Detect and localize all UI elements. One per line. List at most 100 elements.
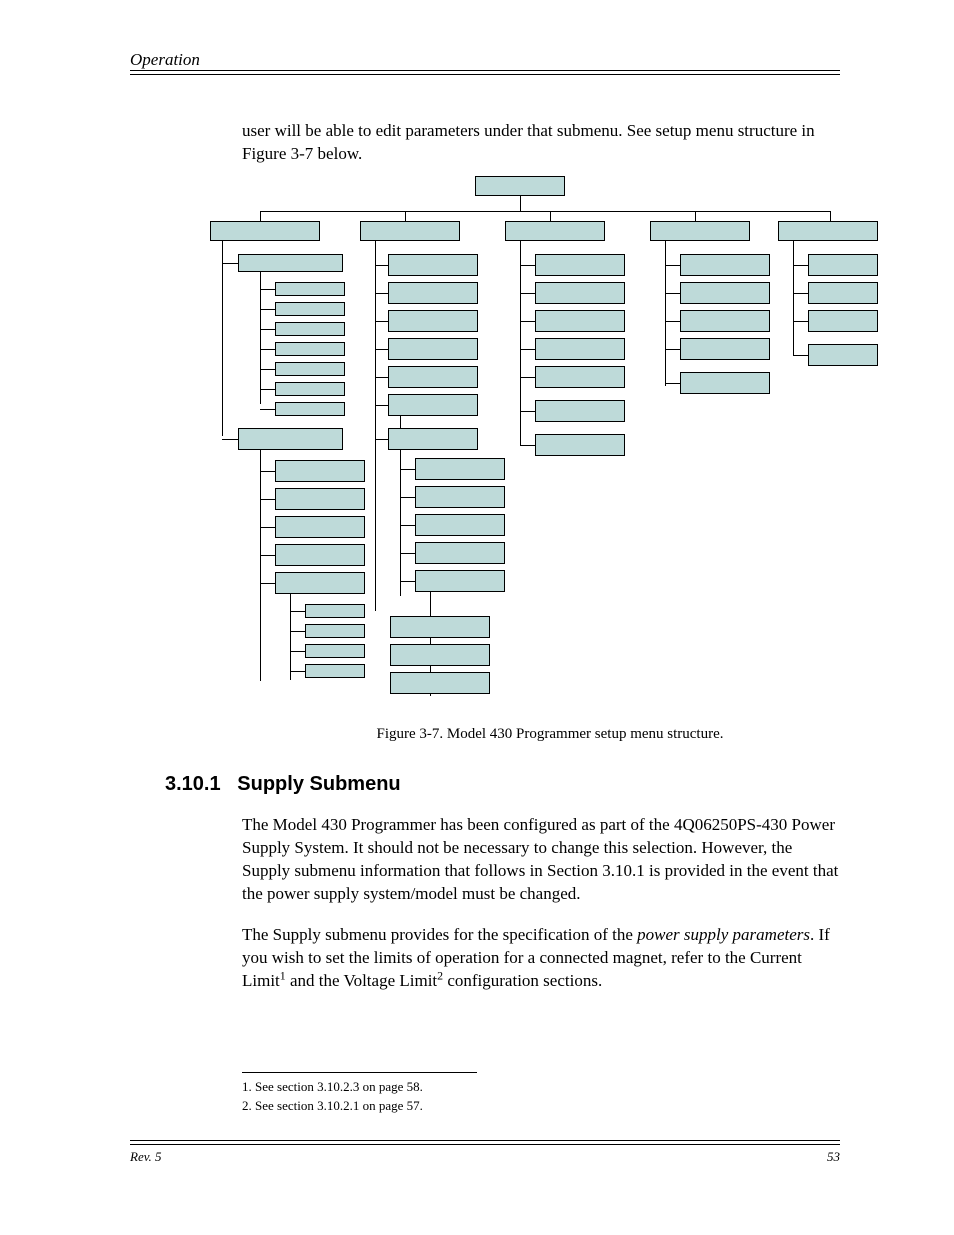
- tree-connector: [520, 196, 521, 211]
- tree-node: [808, 310, 878, 332]
- tree-node: [415, 486, 505, 508]
- tree-node: [275, 516, 365, 538]
- tree-node: [275, 382, 345, 396]
- tree-node: [778, 221, 878, 241]
- tree-node: [360, 221, 460, 241]
- tree-node: [808, 282, 878, 304]
- tree-node: [415, 458, 505, 480]
- tree-node: [275, 402, 345, 416]
- tree-connector: [290, 651, 305, 652]
- section-number: 3.10.1: [165, 773, 221, 795]
- tree-connector: [375, 405, 388, 406]
- tree-connector: [260, 527, 275, 528]
- tree-node: [388, 338, 478, 360]
- tree-connector: [375, 349, 388, 350]
- tree-connector: [375, 377, 388, 378]
- tree-connector: [260, 211, 261, 221]
- tree-node: [415, 542, 505, 564]
- tree-node: [388, 254, 478, 276]
- tree-node: [680, 338, 770, 360]
- tree-node: [388, 366, 478, 388]
- tree-connector: [665, 241, 666, 386]
- tree-node: [535, 400, 625, 422]
- tree-node: [535, 310, 625, 332]
- tree-connector: [400, 553, 415, 554]
- tree-connector: [400, 469, 415, 470]
- tree-connector: [260, 409, 275, 410]
- tree-node: [238, 254, 343, 272]
- body-paragraph-1: The Model 430 Programmer has been config…: [242, 814, 842, 906]
- tree-node: [305, 664, 365, 678]
- tree-connector: [260, 309, 275, 310]
- p2-a: The Supply submenu provides for the spec…: [242, 925, 637, 944]
- tree-connector: [375, 293, 388, 294]
- tree-connector: [290, 594, 291, 680]
- tree-node: [650, 221, 750, 241]
- tree-connector: [222, 263, 238, 264]
- tree-node: [388, 310, 478, 332]
- tree-node: [275, 322, 345, 336]
- tree-connector: [290, 631, 305, 632]
- section-heading: 3.10.1 Supply Submenu: [165, 773, 840, 796]
- tree-connector: [375, 241, 376, 611]
- tree-connector: [793, 321, 808, 322]
- tree-node: [390, 616, 490, 638]
- tree-node: [390, 644, 490, 666]
- tree-connector: [520, 377, 535, 378]
- footer-left: Rev. 5: [130, 1149, 162, 1165]
- tree-node: [275, 362, 345, 376]
- tree-node: [305, 644, 365, 658]
- tree-node: [415, 570, 505, 592]
- section-title: Supply Submenu: [237, 773, 400, 795]
- tree-node: [388, 282, 478, 304]
- tree-connector: [665, 383, 680, 384]
- tree-connector: [793, 293, 808, 294]
- tree-connector: [375, 321, 388, 322]
- tree-connector: [520, 349, 535, 350]
- header-rule-thin: [130, 74, 840, 75]
- tree-connector: [222, 241, 223, 436]
- tree-node: [680, 282, 770, 304]
- tree-connector: [793, 265, 808, 266]
- tree-node: [390, 672, 490, 694]
- tree-connector: [260, 349, 275, 350]
- tree-connector: [665, 265, 680, 266]
- tree-connector: [520, 241, 521, 446]
- tree-node: [535, 434, 625, 456]
- tree-connector: [260, 369, 275, 370]
- footnote-rule: [242, 1072, 477, 1073]
- footer-rule-thick: [130, 1144, 840, 1145]
- tree-connector: [260, 583, 275, 584]
- tree-node: [535, 366, 625, 388]
- tree-node: [275, 572, 365, 594]
- tree-connector: [665, 321, 680, 322]
- tree-connector: [793, 241, 794, 356]
- tree-node: [275, 302, 345, 316]
- tree-node: [535, 282, 625, 304]
- tree-connector: [520, 293, 535, 294]
- tree-connector: [375, 265, 388, 266]
- footnote-1: 1. See section 3.10.2.3 on page 58.: [242, 1079, 842, 1096]
- tree-node: [680, 254, 770, 276]
- tree-node: [275, 282, 345, 296]
- tree-node: [275, 342, 345, 356]
- setup-menu-tree-diagram: [230, 176, 870, 716]
- tree-connector: [550, 211, 551, 221]
- tree-connector: [290, 671, 305, 672]
- tree-node: [475, 176, 565, 196]
- tree-node: [275, 460, 365, 482]
- tree-node: [535, 338, 625, 360]
- tree-connector: [520, 321, 535, 322]
- tree-connector: [260, 211, 830, 212]
- tree-node: [535, 254, 625, 276]
- tree-node: [680, 372, 770, 394]
- tree-node: [305, 604, 365, 618]
- tree-connector: [400, 497, 415, 498]
- tree-connector: [665, 349, 680, 350]
- tree-connector: [665, 293, 680, 294]
- tree-connector: [400, 525, 415, 526]
- tree-node: [238, 428, 343, 450]
- tree-connector: [260, 450, 261, 681]
- tree-connector: [375, 439, 388, 440]
- tree-connector: [695, 211, 696, 221]
